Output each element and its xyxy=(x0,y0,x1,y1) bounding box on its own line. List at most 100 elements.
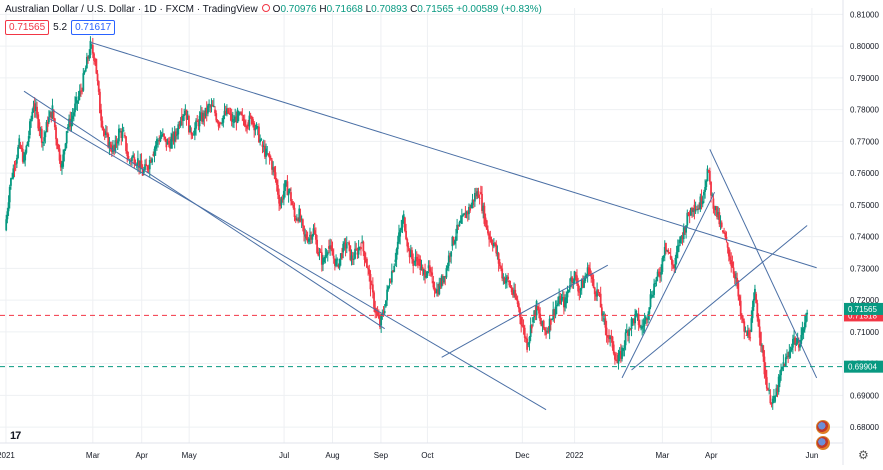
candle-body xyxy=(36,106,38,115)
currency-flag-icon[interactable] xyxy=(816,420,830,452)
candle-body xyxy=(441,281,444,283)
candle-body xyxy=(163,133,165,137)
candle-body xyxy=(686,212,689,226)
candle-body xyxy=(288,188,291,191)
candle-body xyxy=(723,232,725,234)
candle-body xyxy=(520,317,523,325)
bid-button[interactable]: 0.71565 xyxy=(5,20,50,35)
candle-body xyxy=(266,153,269,155)
candle-body xyxy=(731,262,734,268)
candle-body xyxy=(193,127,196,135)
candle-body xyxy=(446,266,449,269)
candle-body xyxy=(797,344,800,348)
market-status-icon xyxy=(261,4,270,12)
candle-body xyxy=(566,291,569,298)
candle-body xyxy=(544,328,546,331)
candle-body xyxy=(622,348,625,351)
candle-body xyxy=(114,140,117,151)
candle-body xyxy=(463,213,466,215)
candle-body xyxy=(648,307,651,314)
candle-body xyxy=(755,293,758,304)
x-tick-label: Sep xyxy=(374,451,389,460)
candle-body xyxy=(521,324,524,327)
candle-body xyxy=(432,281,435,288)
candle-body xyxy=(694,209,697,212)
candle-body xyxy=(564,298,566,308)
candle-body xyxy=(191,134,194,136)
candle-body xyxy=(472,199,475,202)
candle-body xyxy=(318,251,321,253)
candle-body xyxy=(616,360,619,364)
candle-body xyxy=(345,243,348,249)
candle-body xyxy=(801,328,804,335)
candle-body xyxy=(414,256,417,262)
candle-body xyxy=(157,140,159,142)
candle-body xyxy=(551,319,553,321)
candle-body xyxy=(361,241,364,243)
candle-body xyxy=(341,253,343,259)
candle-body xyxy=(712,198,715,209)
candle-body xyxy=(335,259,337,266)
candle-body xyxy=(475,195,477,197)
candle-body xyxy=(589,268,591,274)
candle-body xyxy=(237,113,240,116)
candle-body xyxy=(638,325,641,327)
candle-body xyxy=(225,108,228,115)
candle-body xyxy=(173,131,176,142)
candle-body xyxy=(646,319,648,321)
candle-body xyxy=(800,334,803,344)
candle-body xyxy=(10,178,12,186)
candle-body xyxy=(580,280,583,289)
candle-body xyxy=(769,395,772,404)
candle-body xyxy=(311,235,314,240)
candle-body xyxy=(412,259,415,266)
tradingview-logo-icon[interactable]: 17 xyxy=(10,430,21,442)
x-tick-label: 2021 xyxy=(0,451,15,460)
candle-body xyxy=(805,314,807,323)
candle-body xyxy=(27,136,30,142)
candle-body xyxy=(297,219,299,222)
candle-body xyxy=(419,259,422,270)
candle-body xyxy=(358,247,361,249)
usd-flag-icon xyxy=(816,436,830,450)
candle-body xyxy=(119,131,122,133)
gear-icon[interactable]: ⚙ xyxy=(858,448,869,462)
candle-body xyxy=(330,245,333,250)
candle-body xyxy=(301,219,304,226)
candle-body xyxy=(729,256,731,261)
candle-body xyxy=(485,220,488,230)
candle-body xyxy=(716,206,718,218)
candle-body xyxy=(392,271,394,273)
candle-body xyxy=(184,110,187,115)
candle-body xyxy=(152,154,155,156)
candle-body xyxy=(360,247,362,250)
candle-body xyxy=(469,207,472,211)
candle-body xyxy=(453,241,456,244)
candle-body xyxy=(5,219,8,231)
candle-body xyxy=(434,290,437,294)
candle-body xyxy=(767,388,769,391)
candle-body xyxy=(571,277,574,283)
ask-button[interactable]: 0.71617 xyxy=(71,20,116,35)
candle-body xyxy=(42,142,44,144)
candle-body xyxy=(449,255,451,257)
candle-body xyxy=(202,112,205,122)
candle-body xyxy=(185,109,188,120)
candle-body xyxy=(390,271,393,283)
candle-body xyxy=(331,249,334,256)
candle-body xyxy=(504,280,507,284)
candle-body xyxy=(458,222,461,227)
symbol-title[interactable]: Australian Dollar / U.S. Dollar · 1D · F… xyxy=(5,4,258,15)
candle-body xyxy=(217,122,220,127)
candle-body xyxy=(244,125,247,127)
candle-body xyxy=(577,283,580,292)
candle-body xyxy=(403,217,406,231)
candle-body xyxy=(757,317,760,327)
candle-body xyxy=(129,160,132,162)
candle-body xyxy=(88,55,91,59)
candle-body xyxy=(282,190,285,200)
trendline xyxy=(47,117,547,411)
candle-body xyxy=(110,148,113,153)
